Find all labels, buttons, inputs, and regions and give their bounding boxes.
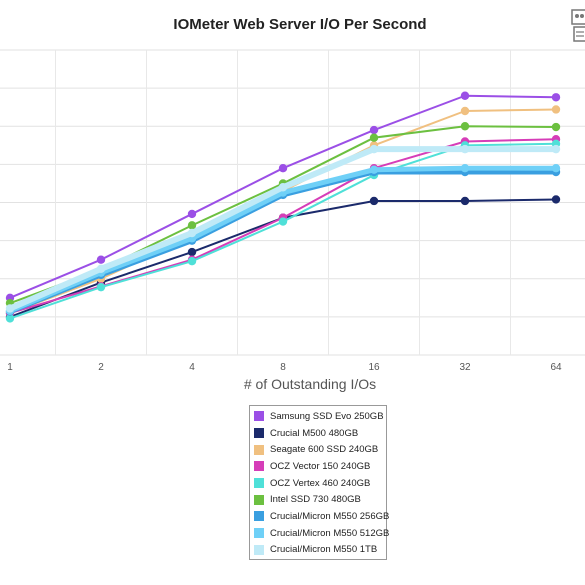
- data-point: [460, 144, 470, 154]
- series-line: [9, 108, 557, 314]
- data-point: [369, 144, 379, 154]
- series-seagate-600-ssd-240gb: [5, 105, 561, 318]
- legend-item: Samsung SSD Evo 250GB: [254, 408, 384, 425]
- legend-item: Crucial/Micron M550 512GB: [254, 525, 389, 542]
- legend-item: Crucial/Micron M550 1TB: [254, 542, 382, 559]
- plot-area: 1 2 4 8 16 32 64: [0, 49, 585, 370]
- x-tick-label: 8: [280, 362, 286, 370]
- legend: Samsung SSD Evo 250GB Crucial M500 480GB S…: [249, 405, 389, 560]
- publisher-logo-icon: [571, 9, 585, 42]
- legend-swatch: [254, 544, 264, 555]
- legend-item: Crucial M500 480GB: [254, 425, 382, 442]
- legend-label: Crucial/Micron M550 1TB: [270, 544, 378, 556]
- x-tick-label: 4: [189, 362, 195, 370]
- data-point: [551, 93, 561, 102]
- legend-item: OCZ Vertex 460 240GB: [254, 475, 382, 492]
- data-point: [369, 125, 379, 135]
- data-point: [187, 257, 197, 266]
- data-point: [460, 163, 470, 173]
- data-point: [551, 163, 561, 173]
- legend-label: Crucial/Micron M550 256GB: [270, 510, 390, 522]
- data-point: [551, 122, 561, 132]
- legend-swatch: [254, 461, 264, 472]
- series-layer: [5, 91, 561, 323]
- x-tick-label: 16: [368, 362, 380, 370]
- data-point: [369, 196, 379, 206]
- data-point: [187, 247, 197, 257]
- data-point: [369, 165, 379, 174]
- data-point: [278, 163, 288, 173]
- data-point: [5, 304, 15, 313]
- legend-item: OCZ Vector 150 240GB: [254, 458, 382, 475]
- data-point: [460, 196, 470, 206]
- x-tick-label: 1: [7, 362, 13, 370]
- legend-label: OCZ Vertex 460 240GB: [270, 477, 371, 489]
- x-tick-label: 2: [98, 362, 104, 370]
- legend-swatch: [254, 411, 264, 422]
- x-tick-label: 64: [550, 362, 562, 370]
- data-point: [96, 264, 106, 274]
- data-point: [5, 314, 15, 323]
- data-point: [187, 228, 197, 238]
- legend-swatch: [254, 428, 264, 439]
- data-point: [96, 255, 106, 264]
- data-point: [551, 195, 561, 204]
- legend-item: Seagate 600 SSD 240GB: [254, 441, 382, 458]
- data-point: [187, 209, 197, 219]
- legend-swatch: [254, 528, 264, 539]
- data-point: [96, 282, 106, 292]
- data-point: [187, 221, 197, 230]
- chart-title: IOMeter Web Server I/O Per Second: [173, 16, 427, 33]
- series-crucial-micron-m550-1tb: [5, 144, 561, 313]
- data-point: [551, 105, 561, 114]
- legend-label: Samsung SSD Evo 250GB: [270, 410, 384, 422]
- data-point: [460, 122, 470, 131]
- x-tick-label: 32: [459, 362, 471, 370]
- legend-swatch: [254, 494, 264, 505]
- legend-label: Intel SSD 730 480GB: [270, 494, 361, 506]
- legend-swatch: [254, 444, 264, 455]
- data-point: [460, 91, 470, 100]
- data-point: [278, 217, 288, 226]
- legend-swatch: [254, 511, 264, 522]
- legend-label: Crucial/Micron M550 512GB: [270, 527, 390, 539]
- legend-label: Crucial M500 480GB: [270, 427, 359, 439]
- legend-label: OCZ Vector 150 240GB: [270, 460, 371, 472]
- x-axis-label: # of Outstanding I/Os: [243, 376, 377, 392]
- legend-label: Seagate 600 SSD 240GB: [270, 444, 379, 456]
- legend-item: Crucial/Micron M550 256GB: [254, 508, 389, 525]
- data-point: [369, 133, 379, 142]
- data-point: [278, 183, 288, 192]
- legend-item: Intel SSD 730 480GB: [254, 491, 382, 508]
- grid-lines: [0, 49, 585, 356]
- x-tick-labels: 1 2 4 8 16 32 64: [7, 362, 562, 370]
- series-ocz-vector-150-240gb: [5, 135, 561, 318]
- data-point: [460, 106, 470, 116]
- series-samsung-ssd-evo-250gb: [5, 91, 561, 303]
- data-point: [551, 144, 561, 154]
- legend-swatch: [254, 478, 264, 489]
